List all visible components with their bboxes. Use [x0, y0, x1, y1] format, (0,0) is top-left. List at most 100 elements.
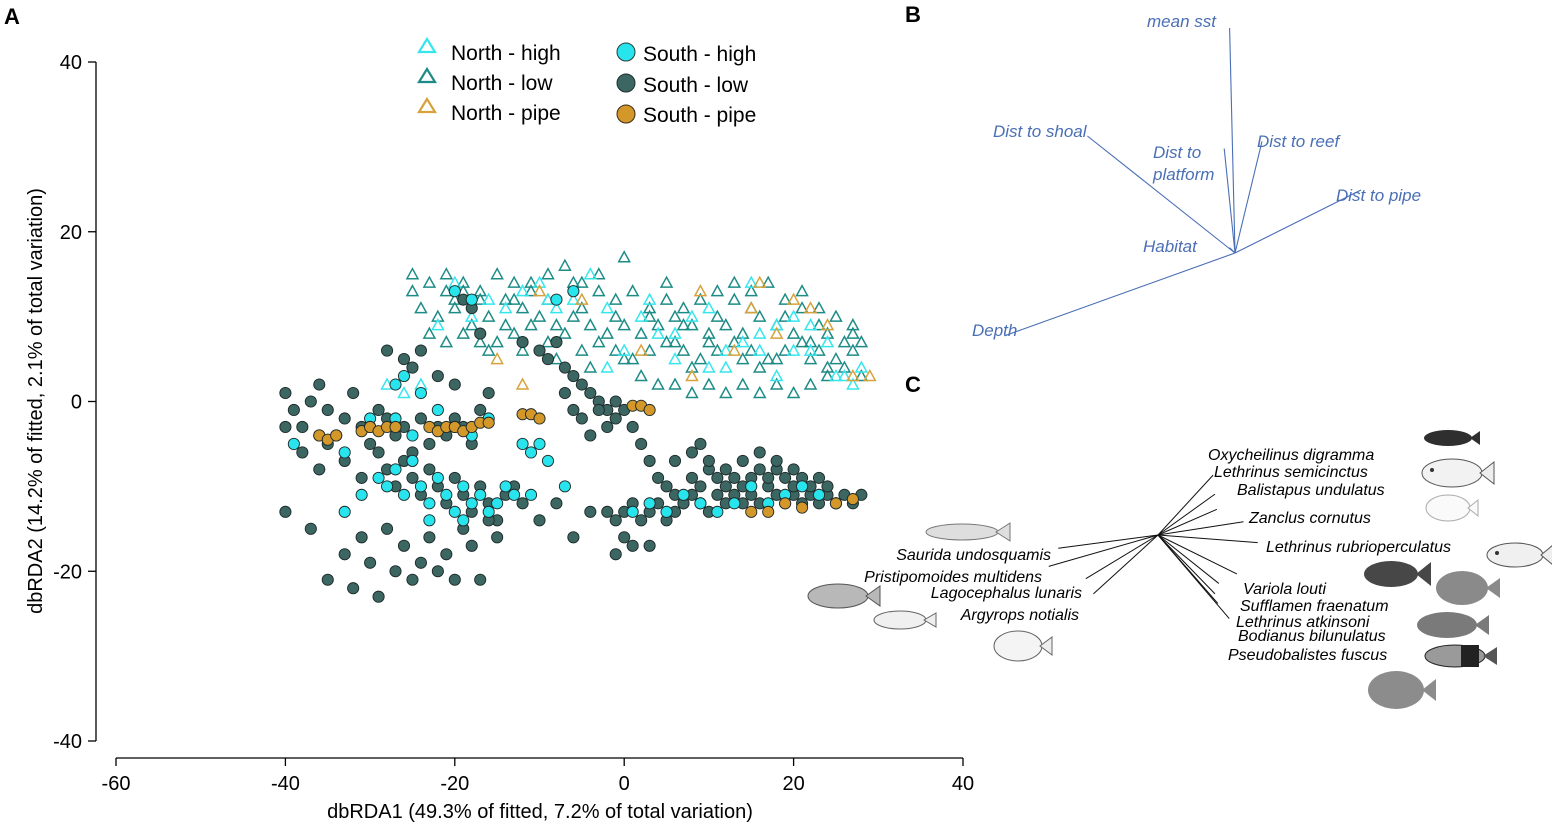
south-high-point — [567, 285, 580, 298]
south-low-point — [753, 446, 766, 459]
species-label: Variola louti — [1243, 581, 1326, 598]
north-low-point — [625, 284, 640, 297]
north-low-point — [659, 292, 674, 305]
south-high-point — [694, 497, 707, 510]
south-low-point — [296, 446, 309, 459]
north-pipe-point — [490, 352, 504, 365]
south-high-point — [380, 480, 394, 493]
north-low-point — [752, 360, 767, 373]
species-vector-line — [1058, 534, 1159, 549]
south-low-point — [821, 480, 834, 493]
south-low-point — [389, 565, 402, 578]
north-low-point — [575, 275, 589, 288]
north-low-point — [854, 368, 869, 382]
south-low-point — [372, 446, 385, 459]
south-high-point — [406, 429, 419, 442]
north-low-point — [846, 326, 860, 339]
platform-label-line: Dist to — [1153, 143, 1201, 162]
south-low-point — [406, 471, 419, 484]
north-low-point — [820, 360, 835, 373]
vector-label-dist-to-pipe: Dist to pipe — [1336, 186, 1421, 205]
south-pipe-point — [330, 429, 343, 442]
south-low-point — [474, 327, 487, 340]
saurida-fish-image — [925, 522, 1011, 542]
south-high-point — [406, 454, 419, 467]
legend-label-north-low: North - low — [451, 72, 553, 95]
north-low-point — [668, 309, 682, 322]
south-high-point — [440, 488, 453, 501]
vector-dist-to-pipe — [1234, 189, 1362, 254]
north-low-point — [600, 326, 615, 339]
north-low-point — [464, 318, 479, 331]
north-pipe-point — [693, 284, 708, 297]
south-low-point — [719, 463, 732, 476]
north-low-point — [439, 267, 454, 280]
south-high-point — [677, 488, 690, 501]
south-low-point — [787, 463, 800, 476]
north-low-point — [719, 318, 733, 331]
x-tick-label: 40 — [952, 773, 974, 795]
south-pipe-point — [482, 416, 495, 429]
north-high-point — [600, 301, 615, 314]
panel-a-scatter: -40 -20 0 20 40 -60 -40 -20 0 20 40 dbRDA1 (49.3%… — [25, 36, 974, 823]
south-low-point — [448, 573, 461, 586]
south-pipe-point — [829, 497, 843, 510]
oxycheilinus-fish-image — [1424, 430, 1480, 446]
south-low-point — [685, 471, 699, 484]
north-low-point — [778, 343, 792, 356]
north-pipe-point — [863, 368, 877, 382]
south-low-point — [635, 437, 648, 450]
north-low-point — [820, 368, 835, 382]
north-pipe-point — [752, 275, 767, 288]
species-vector-line — [1157, 508, 1218, 536]
y-ticks: -40 -20 0 20 40 — [53, 52, 96, 753]
north-high-point — [515, 284, 530, 297]
north-low-point — [592, 335, 606, 348]
south-low-point — [431, 369, 444, 383]
balistapus-fish-image — [1425, 494, 1479, 522]
vector-label-dist-to-platform: Dist to platform — [1152, 143, 1214, 184]
south-high-point — [448, 505, 461, 518]
north-low-point — [617, 250, 631, 263]
north-low-point — [617, 318, 631, 331]
south-high-point — [355, 488, 368, 501]
north-high-point — [651, 326, 665, 339]
environment-vectors — [1004, 27, 1362, 337]
south-low-point — [423, 437, 436, 450]
lethrinus-semicinctus-fish-image — [1421, 458, 1495, 488]
north-low-point — [854, 335, 869, 348]
vector-label-depth: Depth — [972, 321, 1017, 340]
south-low-point — [694, 480, 707, 493]
north-high-point — [854, 360, 869, 373]
south-high-point — [626, 505, 639, 518]
north-low-point — [778, 292, 792, 305]
north-low-point — [710, 284, 725, 297]
north-low-point — [608, 343, 623, 356]
south-high-point — [558, 480, 571, 493]
north-high-point — [566, 292, 581, 305]
south-low-point — [448, 378, 461, 391]
north-low-point — [769, 352, 784, 365]
north-high-point — [464, 309, 479, 322]
south-low-point — [474, 573, 487, 586]
south-low-point — [414, 344, 427, 357]
north-high-point — [431, 318, 445, 331]
north-low-point — [736, 377, 750, 390]
x-tick-label: 0 — [619, 773, 630, 795]
south-low-point — [406, 361, 419, 374]
north-low-point — [786, 385, 801, 399]
north-high-point — [583, 267, 598, 280]
north-high-point — [642, 292, 657, 305]
south-low-point — [550, 497, 563, 510]
south-low-point — [313, 378, 326, 391]
north-pipe-point — [744, 301, 759, 314]
north-low-point — [608, 309, 623, 322]
north-pipe-point — [803, 301, 818, 314]
south-high-point — [524, 488, 538, 501]
north-pipe-point — [820, 318, 835, 331]
south-low-point — [516, 497, 529, 510]
x-axis-title: dbRDA1 (49.3% of fitted, 7.2% of total v… — [327, 801, 753, 823]
south-low-point — [448, 471, 461, 484]
north-low-point — [524, 284, 538, 297]
north-low-point — [625, 352, 640, 365]
